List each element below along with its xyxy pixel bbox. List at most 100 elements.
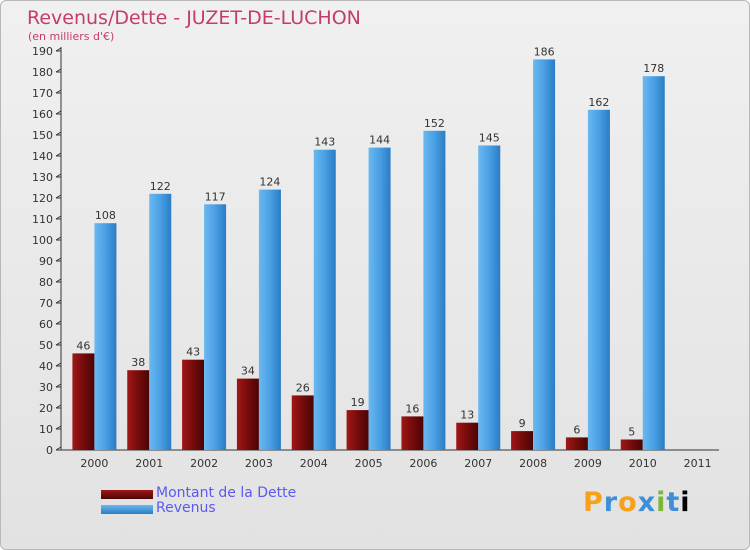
y-tick-label: 60 xyxy=(39,318,53,331)
bar-revenue-label: 122 xyxy=(150,180,171,193)
proxiti-logo: Proxiti xyxy=(583,487,691,518)
bar-debt-label: 34 xyxy=(241,365,255,378)
y-tick-diagonal xyxy=(55,47,62,52)
bar-revenue xyxy=(368,147,391,450)
bar-debt-label: 6 xyxy=(573,423,580,436)
bar-revenue xyxy=(258,189,281,450)
bar-revenue-label: 108 xyxy=(95,209,116,222)
y-tick-diagonal xyxy=(55,299,62,304)
x-tick-label: 2004 xyxy=(300,457,328,470)
y-tick-label: 0 xyxy=(46,444,53,457)
y-tick-label: 10 xyxy=(39,423,53,436)
bar-revenue xyxy=(313,149,336,450)
bar-revenue-label: 186 xyxy=(534,45,555,58)
legend-swatch-revenue xyxy=(101,505,153,514)
y-tick-diagonal xyxy=(55,404,62,409)
y-tick-label: 140 xyxy=(32,150,53,163)
y-tick-label: 160 xyxy=(32,108,53,121)
y-tick-label: 180 xyxy=(32,66,53,79)
bar-debt xyxy=(346,410,369,450)
bar-revenue-label: 124 xyxy=(259,176,280,189)
y-tick-label: 90 xyxy=(39,255,53,268)
y-tick-diagonal xyxy=(55,236,62,241)
bar-revenue xyxy=(423,130,446,451)
bar-debt-label: 5 xyxy=(628,426,635,439)
y-tick-diagonal xyxy=(55,446,62,451)
y-tick-label: 110 xyxy=(32,213,53,226)
y-tick-label: 130 xyxy=(32,171,53,184)
chart-title: Revenus/Dette - JUZET-DE-LUCHON xyxy=(27,7,361,29)
y-tick-label: 30 xyxy=(39,381,53,394)
chart-subtitle: (en milliers d'€) xyxy=(28,30,115,43)
y-tick-diagonal xyxy=(55,89,62,94)
x-tick-label: 2002 xyxy=(190,457,218,470)
y-tick-diagonal xyxy=(55,362,62,367)
bar-debt xyxy=(511,431,534,450)
legend-label-revenue: Revenus xyxy=(156,500,216,516)
legend-label-debt: Montant de la Dette xyxy=(156,485,297,501)
y-tick-diagonal xyxy=(55,341,62,346)
bar-revenue-label: 144 xyxy=(369,134,390,147)
bar-debt-label: 9 xyxy=(519,417,526,430)
bar-debt-label: 26 xyxy=(296,381,310,394)
y-tick-diagonal xyxy=(55,131,62,136)
bar-debt xyxy=(401,416,424,450)
bar-debt xyxy=(127,370,150,450)
y-tick-diagonal xyxy=(55,383,62,388)
y-tick-label: 150 xyxy=(32,129,53,142)
x-tick-label: 2007 xyxy=(464,457,492,470)
y-tick-diagonal xyxy=(55,173,62,178)
bar-debt xyxy=(620,439,643,450)
bar-revenue-label: 145 xyxy=(479,132,500,145)
bar-debt xyxy=(291,395,314,450)
x-tick-label: 2011 xyxy=(684,457,712,470)
bar-debt-label: 43 xyxy=(186,346,200,359)
bar-debt xyxy=(236,378,259,450)
y-tick-label: 50 xyxy=(39,339,53,352)
x-tick-label: 2001 xyxy=(135,457,163,470)
bar-debt xyxy=(456,422,479,450)
bar-debt-label: 19 xyxy=(351,396,365,409)
bar-debt xyxy=(72,353,95,450)
y-tick-diagonal xyxy=(55,215,62,220)
bar-debt-label: 13 xyxy=(460,409,474,422)
y-tick-diagonal xyxy=(55,425,62,430)
bar-debt xyxy=(565,437,588,450)
bar-revenue-label: 152 xyxy=(424,117,445,130)
x-tick-label: 2006 xyxy=(409,457,437,470)
bar-revenue xyxy=(533,59,556,451)
x-tick-label: 2000 xyxy=(80,457,108,470)
bar-revenue-label: 143 xyxy=(314,136,335,149)
bar-debt xyxy=(182,359,205,450)
x-tick-label: 2005 xyxy=(355,457,383,470)
y-tick-diagonal xyxy=(55,257,62,262)
y-tick-diagonal xyxy=(55,152,62,157)
y-tick-label: 70 xyxy=(39,297,53,310)
y-tick-label: 170 xyxy=(32,87,53,100)
x-tick-label: 2009 xyxy=(574,457,602,470)
bar-revenue-label: 117 xyxy=(205,190,226,203)
y-tick-label: 190 xyxy=(32,45,53,58)
bar-debt-label: 16 xyxy=(405,402,419,415)
y-tick-label: 120 xyxy=(32,192,53,205)
y-tick-label: 80 xyxy=(39,276,53,289)
legend-swatch-debt xyxy=(101,490,153,499)
x-tick-label: 2010 xyxy=(629,457,657,470)
y-tick-diagonal xyxy=(55,194,62,199)
bar-revenue-label: 178 xyxy=(643,62,664,75)
y-tick-diagonal xyxy=(55,320,62,325)
y-tick-label: 40 xyxy=(39,360,53,373)
bar-revenue-label: 162 xyxy=(588,96,609,109)
x-tick-label: 2003 xyxy=(245,457,273,470)
bar-revenue xyxy=(587,109,610,451)
y-tick-label: 100 xyxy=(32,234,53,247)
y-tick-diagonal xyxy=(55,68,62,73)
bar-debt-label: 38 xyxy=(131,356,145,369)
bar-revenue xyxy=(478,145,501,450)
bar-debt-label: 46 xyxy=(76,339,90,352)
y-tick-diagonal xyxy=(55,278,62,283)
y-tick-diagonal xyxy=(55,110,62,115)
bar-revenue xyxy=(149,193,172,451)
